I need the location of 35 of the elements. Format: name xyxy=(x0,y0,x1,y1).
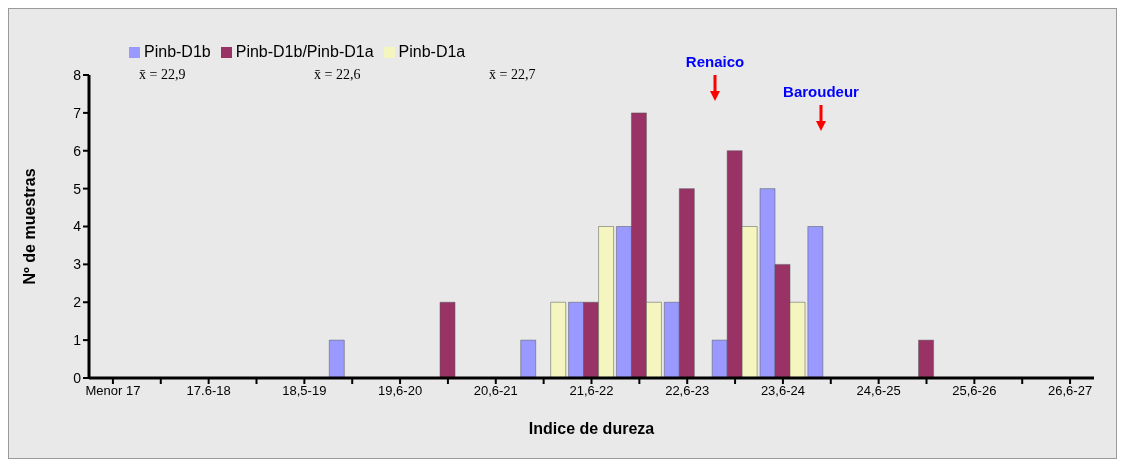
legend-label: Pinb-D1a xyxy=(398,43,466,60)
y-tick-label: 5 xyxy=(73,180,82,197)
y-axis-title: Nº de muestras xyxy=(20,168,38,285)
x-tick-label: 17.6-18 xyxy=(186,383,231,399)
bar xyxy=(918,339,934,378)
annotation: x̄ = 22,9 xyxy=(139,67,186,83)
x-axis-title: Indice de dureza xyxy=(528,420,655,437)
x-tick-label: 18,5-19 xyxy=(282,383,327,399)
y-tick-label: 7 xyxy=(73,104,82,121)
x-tick-label: 20,6-21 xyxy=(473,383,518,399)
x-tick-label: Menor 17 xyxy=(85,383,141,399)
x-tick-label: 26,6-27 xyxy=(1048,383,1093,399)
y-tick-label: 4 xyxy=(73,218,82,235)
x-tick-label: 25,6-26 xyxy=(952,383,997,399)
x-tick-label: 23,6-24 xyxy=(760,383,805,399)
x-tick-label: 24,6-25 xyxy=(856,383,901,399)
bar xyxy=(329,339,345,378)
annotation: Baroudeur xyxy=(782,83,860,100)
annotation: x̄ = 22,7 xyxy=(489,67,536,83)
y-tick-label: 8 xyxy=(73,66,82,83)
bar xyxy=(520,339,536,378)
annotation: x̄ = 22,6 xyxy=(314,67,361,83)
legend-label: Pinb-D1b xyxy=(144,43,211,60)
y-tick-label: 1 xyxy=(73,332,82,349)
bar xyxy=(550,302,566,378)
x-tick-label: 22,6-23 xyxy=(665,383,710,399)
x-tick-label: 21,6-22 xyxy=(569,383,614,399)
bar xyxy=(439,302,456,378)
x-tick-label: 19,6-20 xyxy=(378,383,423,399)
text: Renaico xyxy=(684,53,746,70)
y-tick-label: 2 xyxy=(73,294,82,311)
y-tick-label: 0 xyxy=(73,369,82,386)
y-tick-label: 3 xyxy=(73,256,82,273)
y-tick-label: 6 xyxy=(73,142,82,159)
legend-label: Pinb-D1b/Pinb-D1a xyxy=(235,43,374,60)
